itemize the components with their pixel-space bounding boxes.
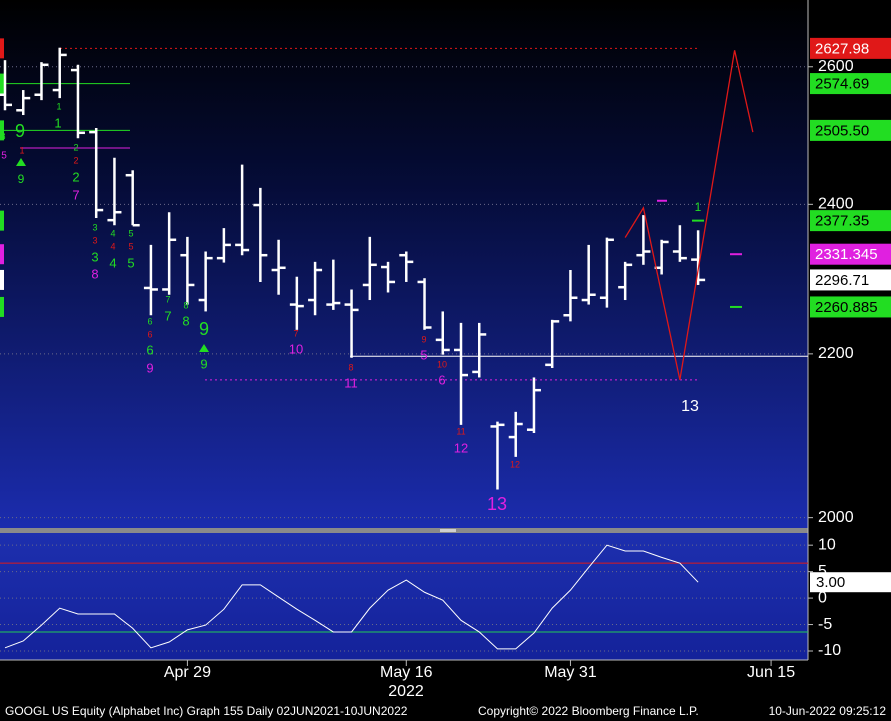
- annotation: 4: [109, 255, 116, 270]
- separator-handle: [440, 529, 456, 532]
- x-tick-label: May 16: [380, 664, 433, 681]
- annotation: 3: [92, 222, 97, 232]
- level-label: 2377.35: [815, 213, 869, 230]
- x-tick-label: Jun 15: [747, 664, 795, 681]
- annotation: 8: [182, 313, 189, 328]
- annotation: 6: [147, 329, 152, 339]
- annotation: 10: [289, 341, 303, 356]
- annotation: 9: [18, 172, 25, 186]
- level-edge-marker: [0, 38, 4, 59]
- annotation: 3: [91, 249, 98, 264]
- footer-left: GOOGL US Equity (Alphabet Inc) Graph 155…: [5, 704, 408, 718]
- annotation: 10: [437, 359, 447, 369]
- level-label: 2331.345: [815, 246, 878, 263]
- annotation: 9: [421, 334, 426, 344]
- annotation: 2: [73, 155, 78, 165]
- y-tick-label: 2400: [818, 196, 854, 213]
- y-tick-label: 0: [818, 589, 827, 606]
- projection-line: [624, 50, 754, 380]
- arrow-up: [199, 344, 209, 352]
- annotation: 2: [72, 169, 79, 184]
- y-tick-label: 2000: [818, 509, 854, 526]
- oscillator-panel: [0, 533, 808, 660]
- footer-right: 10-Jun-2022 09:25:12: [769, 704, 887, 718]
- level-edge-marker: [0, 120, 4, 141]
- y-tick-label: 5: [818, 563, 827, 580]
- annotation: 13: [487, 494, 507, 514]
- level-label-box: [810, 73, 891, 95]
- annotation: 1: [695, 200, 702, 214]
- level-label-box: [810, 296, 891, 318]
- annotation: 1: [54, 115, 61, 130]
- annotation: 8: [91, 266, 98, 281]
- current-value-label: 3.00: [816, 574, 845, 591]
- annotation: 7: [293, 328, 298, 338]
- annotation: 5: [1, 151, 7, 162]
- level-label: 2574.69: [815, 76, 869, 93]
- annotation: 5: [420, 347, 427, 362]
- level-label-box: [810, 269, 891, 291]
- level-label: 2627.98: [815, 40, 869, 57]
- plot-layer: 2000 2200 2400 2600 10 5 0 -5 -10 Apr 29 May 16 May…: [0, 37, 891, 681]
- level-edge-marker: [0, 73, 4, 94]
- current-value-box: [810, 572, 891, 593]
- level-edge-marker: [0, 210, 4, 231]
- level-label-box: [810, 210, 891, 232]
- annotation: 8: [183, 300, 188, 310]
- annotation: 2: [73, 142, 78, 152]
- annotation: 13: [681, 398, 699, 415]
- annotation: 5: [128, 241, 133, 251]
- arrow-up: [16, 158, 26, 166]
- annotation: 9: [199, 319, 209, 339]
- footer-center: Copyright© 2022 Bloomberg Finance L.P.: [478, 704, 699, 718]
- level-label: 2505.50: [815, 122, 869, 139]
- x-tick-label: Apr 29: [164, 664, 211, 681]
- level-edge-marker: [0, 296, 4, 317]
- annotation: 7: [72, 187, 79, 202]
- annotation: 7: [165, 294, 170, 304]
- y-tick-label: 2600: [818, 58, 854, 75]
- annotation: 8: [348, 362, 353, 372]
- annotation: 4: [110, 228, 115, 238]
- level-label-box: [810, 243, 891, 265]
- level-label: 2296.71: [815, 272, 869, 289]
- level-edge-marker: [0, 244, 4, 265]
- y-tick-label: -10: [818, 642, 841, 659]
- annotation: 1: [56, 101, 61, 111]
- y-tick-label: 2200: [818, 345, 854, 362]
- annotation: 1: [19, 145, 24, 155]
- y-tick-label: 10: [818, 536, 836, 553]
- annotation: 12: [454, 440, 468, 455]
- annotation: 12: [510, 459, 520, 469]
- annotation: 5: [127, 255, 134, 270]
- annotation: 9: [146, 360, 153, 375]
- annotation: 8: [0, 131, 5, 141]
- x-tick-label: May 31: [544, 664, 597, 681]
- annotation: 6: [146, 342, 153, 357]
- annotation: 6: [147, 316, 152, 326]
- annotation: 11: [344, 375, 358, 390]
- level-edge-marker: [0, 269, 4, 290]
- y-tick-label: -5: [818, 616, 832, 633]
- annotation: 5: [128, 228, 133, 238]
- year-label: 2022: [388, 683, 424, 700]
- panel-separator: [0, 528, 808, 533]
- annotation: 7: [164, 308, 171, 323]
- annotation: 11: [456, 426, 465, 436]
- annotation: 9: [15, 121, 25, 141]
- level-label: 2260.885: [815, 299, 878, 316]
- annotation: 4: [110, 241, 115, 251]
- annotation: 3: [92, 235, 97, 245]
- oscillator-line: [4, 544, 699, 650]
- level-label-box: [810, 119, 891, 141]
- price-panel: [0, 0, 808, 528]
- annotation: 6: [438, 372, 445, 387]
- level-label-box: [810, 37, 891, 59]
- annotation: 9: [200, 356, 207, 371]
